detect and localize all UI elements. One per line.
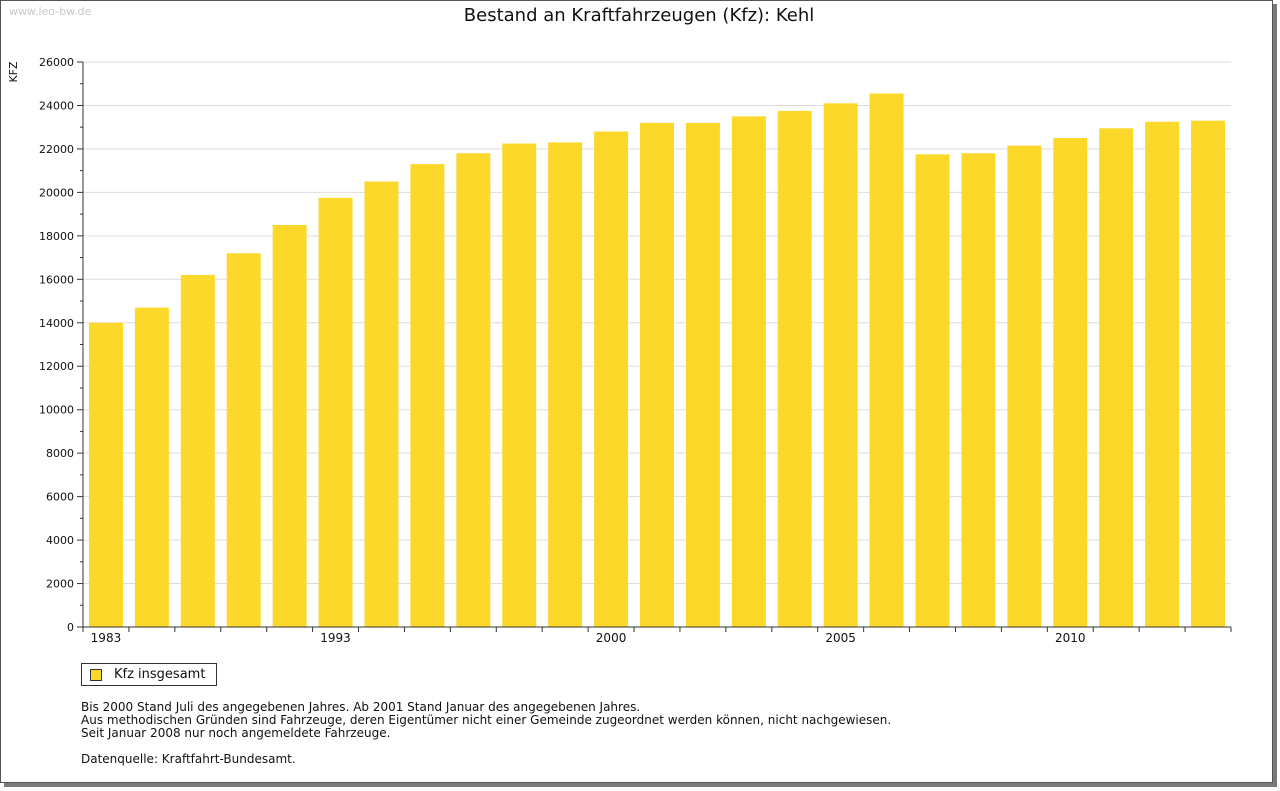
- y-tick-label: 10000: [39, 404, 74, 417]
- bar: [1145, 121, 1180, 627]
- bar: [364, 181, 399, 627]
- bar: [318, 197, 353, 627]
- bar: [869, 93, 904, 627]
- y-tick-label: 4000: [46, 534, 74, 547]
- y-tick-label: 16000: [39, 273, 74, 286]
- bar: [456, 153, 491, 627]
- bar-chart: 0 2000 4000 6000 8000 10000 12000 14000 16000 180…: [7, 56, 1232, 645]
- bar: [548, 142, 583, 627]
- bar: [915, 154, 950, 627]
- bar: [777, 110, 812, 628]
- data-source: Datenquelle: Kraftfahrt-Bundesamt.: [81, 752, 296, 766]
- bar: [410, 164, 445, 627]
- bar: [640, 122, 674, 627]
- legend-swatch: [90, 668, 102, 681]
- bar: [1053, 138, 1088, 628]
- legend: Kfz insgesamt: [81, 663, 217, 686]
- y-tick-label: 24000: [39, 99, 74, 112]
- bar: [594, 131, 629, 628]
- y-tick-label: 20000: [39, 186, 74, 199]
- footnotes: Bis 2000 Stand Juli des angegebenen Jahr…: [81, 701, 891, 766]
- y-tick-label: 6000: [46, 491, 74, 504]
- watermark: www.leo-bw.de: [9, 5, 92, 18]
- x-tick-label: 2000: [596, 631, 627, 645]
- y-tick-label: 0: [67, 621, 74, 634]
- y-tick-label: 14000: [39, 317, 74, 330]
- footnote-line-1: Bis 2000 Stand Juli des angegebenen Jahr…: [81, 700, 641, 714]
- x-tick-label: 1993: [320, 631, 351, 645]
- y-tick-label: 18000: [39, 230, 74, 243]
- y-tick-label: 8000: [46, 447, 74, 460]
- footnote-line-2: Aus methodischen Gründen sind Fahrzeuge,…: [81, 713, 892, 727]
- bar: [731, 116, 766, 628]
- bar: [823, 103, 858, 628]
- bar: [961, 153, 996, 627]
- footnote-line-3: Seit Januar 2008 nur noch angemeldete Fa…: [81, 726, 391, 740]
- y-tick-label: 2000: [46, 578, 74, 591]
- bar: [1099, 128, 1134, 627]
- bar: [88, 322, 123, 627]
- bar: [1007, 145, 1042, 628]
- x-tick-label: 1983: [91, 631, 122, 645]
- y-tick-label: 12000: [39, 360, 74, 373]
- x-tick-label: 2010: [1055, 631, 1086, 645]
- y-tick-label: 22000: [39, 143, 74, 156]
- bar: [502, 143, 537, 627]
- bar: [685, 122, 720, 627]
- bar: [272, 224, 307, 627]
- bar: [226, 253, 261, 627]
- y-axis-label: KFZ: [7, 61, 20, 83]
- x-tick-label: 2005: [825, 631, 856, 645]
- chart-title: Bestand an Kraftfahrzeugen (Kfz): Kehl: [463, 5, 815, 26]
- legend-label: Kfz insgesamt: [114, 667, 206, 682]
- bar: [180, 274, 215, 627]
- bar: [1191, 120, 1226, 627]
- bar: [134, 307, 169, 627]
- y-tick-label: 26000: [39, 56, 74, 69]
